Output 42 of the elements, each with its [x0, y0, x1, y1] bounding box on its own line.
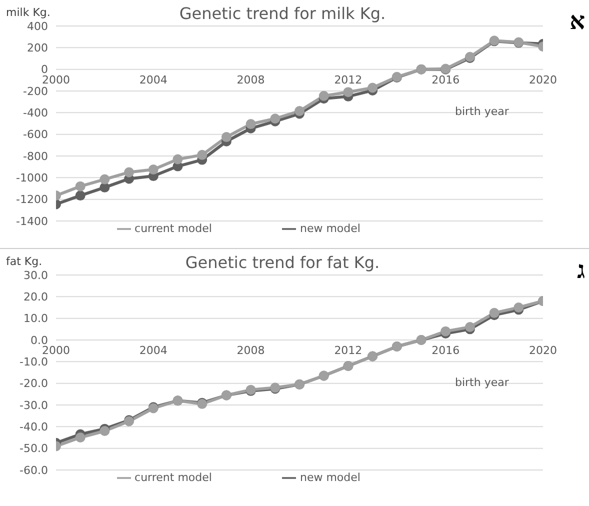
y-tick-label: -1200	[16, 193, 48, 206]
legend-label: new model	[300, 471, 360, 484]
y-tick-label: -1000	[16, 172, 48, 185]
x-tick-label: 2008	[236, 73, 265, 86]
y-axis-title: milk Kg.	[6, 6, 50, 19]
chart-title: Genetic trend for fat Kg.	[185, 253, 380, 272]
text: א	[570, 6, 585, 36]
x-tick-label: 2012	[334, 73, 362, 86]
y-tick-label: -400	[23, 106, 48, 120]
y-tick-label: -50.0	[20, 442, 48, 456]
x-tick-label: 2000	[42, 344, 70, 357]
y-tick-label: -40.0	[20, 420, 48, 434]
y-tick-label: -60.0	[20, 464, 48, 477]
x-tick-label: 2008	[236, 344, 265, 357]
y-tick-label: 200	[27, 42, 48, 55]
y-tick-label: 400	[27, 20, 48, 33]
y-tick-label: 0.0	[30, 334, 48, 347]
y-tick-label: 10.0	[24, 312, 48, 326]
x-tick-label: 2016	[432, 73, 460, 86]
text: ג	[577, 255, 585, 285]
y-axis-title: fat Kg.	[6, 255, 42, 268]
y-tick-label: -10.0	[20, 356, 48, 369]
y-tick-label: 30.0	[24, 268, 48, 282]
x-axis-title: birth year	[455, 376, 509, 389]
x-tick-label: 2012	[334, 344, 362, 357]
y-tick-label: -200	[23, 84, 48, 98]
x-tick-label: 2004	[139, 344, 168, 357]
y-tick-label: -30.0	[20, 398, 48, 412]
y-tick-label: -1400	[16, 214, 48, 228]
legend-label: current model	[134, 222, 212, 236]
legend-label: new model	[300, 222, 360, 236]
x-tick-label: 2004	[139, 73, 168, 86]
x-tick-label: 2016	[432, 344, 460, 357]
y-tick-label: -600	[23, 128, 48, 142]
x-tick-label: 2020	[529, 344, 557, 357]
y-tick-label: 20.0	[24, 290, 48, 304]
chart-title: Genetic trend for milk Kg.	[179, 4, 386, 23]
y-tick-label: -800	[23, 150, 48, 163]
legend-label: current model	[134, 471, 212, 484]
y-tick-label: -20.0	[20, 377, 48, 390]
x-axis-title: birth year	[455, 105, 509, 118]
x-tick-label: 2020	[529, 73, 557, 86]
